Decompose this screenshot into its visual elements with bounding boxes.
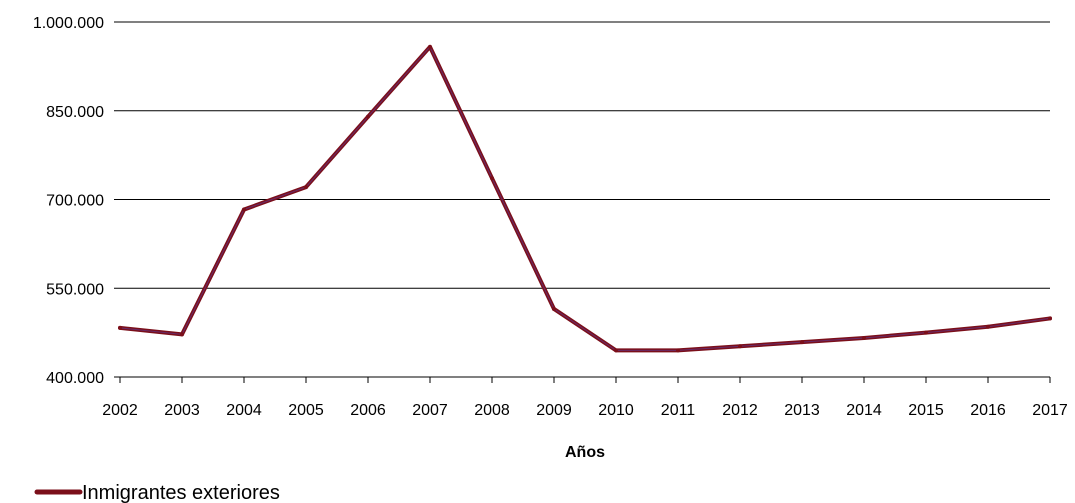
data-point bbox=[986, 324, 990, 329]
data-point bbox=[490, 176, 494, 181]
x-tick-label: 2011 bbox=[661, 402, 696, 419]
legend-label: Inmigrantes exteriores bbox=[82, 482, 280, 503]
x-axis: 2002 2003 2004 2005 2006 2007 2008 2009 2010 2011… bbox=[102, 376, 1068, 419]
x-tick-label: 2002 bbox=[102, 402, 138, 419]
data-point bbox=[366, 114, 370, 119]
data-point bbox=[800, 340, 804, 345]
gridlines bbox=[120, 21, 1050, 289]
data-point bbox=[180, 332, 184, 337]
data-point bbox=[676, 348, 680, 353]
x-tick-label: 2010 bbox=[598, 402, 634, 419]
x-tick-label: 2017 bbox=[1032, 402, 1068, 419]
data-point bbox=[118, 325, 122, 330]
x-tick-label: 2008 bbox=[474, 402, 510, 419]
data-point bbox=[614, 348, 618, 353]
x-tick-label: 2009 bbox=[536, 402, 572, 419]
series-line-highlight bbox=[119, 45, 1051, 351]
x-tick-label: 2012 bbox=[722, 402, 758, 419]
x-tick-label: 2006 bbox=[350, 402, 386, 419]
x-tick-label: 2003 bbox=[164, 402, 200, 419]
y-tick-label: 550.000 bbox=[46, 281, 104, 298]
data-point bbox=[738, 344, 742, 349]
x-tick-label: 2016 bbox=[970, 402, 1006, 419]
x-tick-label: 2013 bbox=[784, 402, 820, 419]
x-tick-label: 2004 bbox=[226, 402, 262, 419]
y-tick-label: 700.000 bbox=[46, 193, 104, 210]
x-tick-label: 2014 bbox=[846, 402, 882, 419]
series-layer bbox=[118, 44, 1052, 353]
x-axis-title: Años bbox=[565, 444, 605, 461]
x-tick-label: 2005 bbox=[288, 402, 324, 419]
y-tick-label: 850.000 bbox=[46, 104, 104, 121]
y-tick-label: 400.000 bbox=[46, 370, 104, 387]
data-point bbox=[428, 44, 432, 49]
data-point bbox=[242, 207, 246, 212]
series-line bbox=[118, 44, 1052, 353]
data-point bbox=[1048, 316, 1052, 321]
data-point bbox=[924, 330, 928, 335]
y-axis-ticks: 400.000 550.000 700.000 850.000 1.000.000 bbox=[33, 15, 120, 387]
data-point bbox=[552, 306, 556, 311]
legend: Inmigrantes exteriores bbox=[34, 482, 280, 503]
x-tick-label: 2015 bbox=[908, 402, 944, 419]
y-tick-label: 1.000.000 bbox=[33, 15, 104, 32]
x-tick-label: 2007 bbox=[412, 402, 448, 419]
data-point bbox=[304, 185, 308, 190]
data-point bbox=[862, 335, 866, 340]
